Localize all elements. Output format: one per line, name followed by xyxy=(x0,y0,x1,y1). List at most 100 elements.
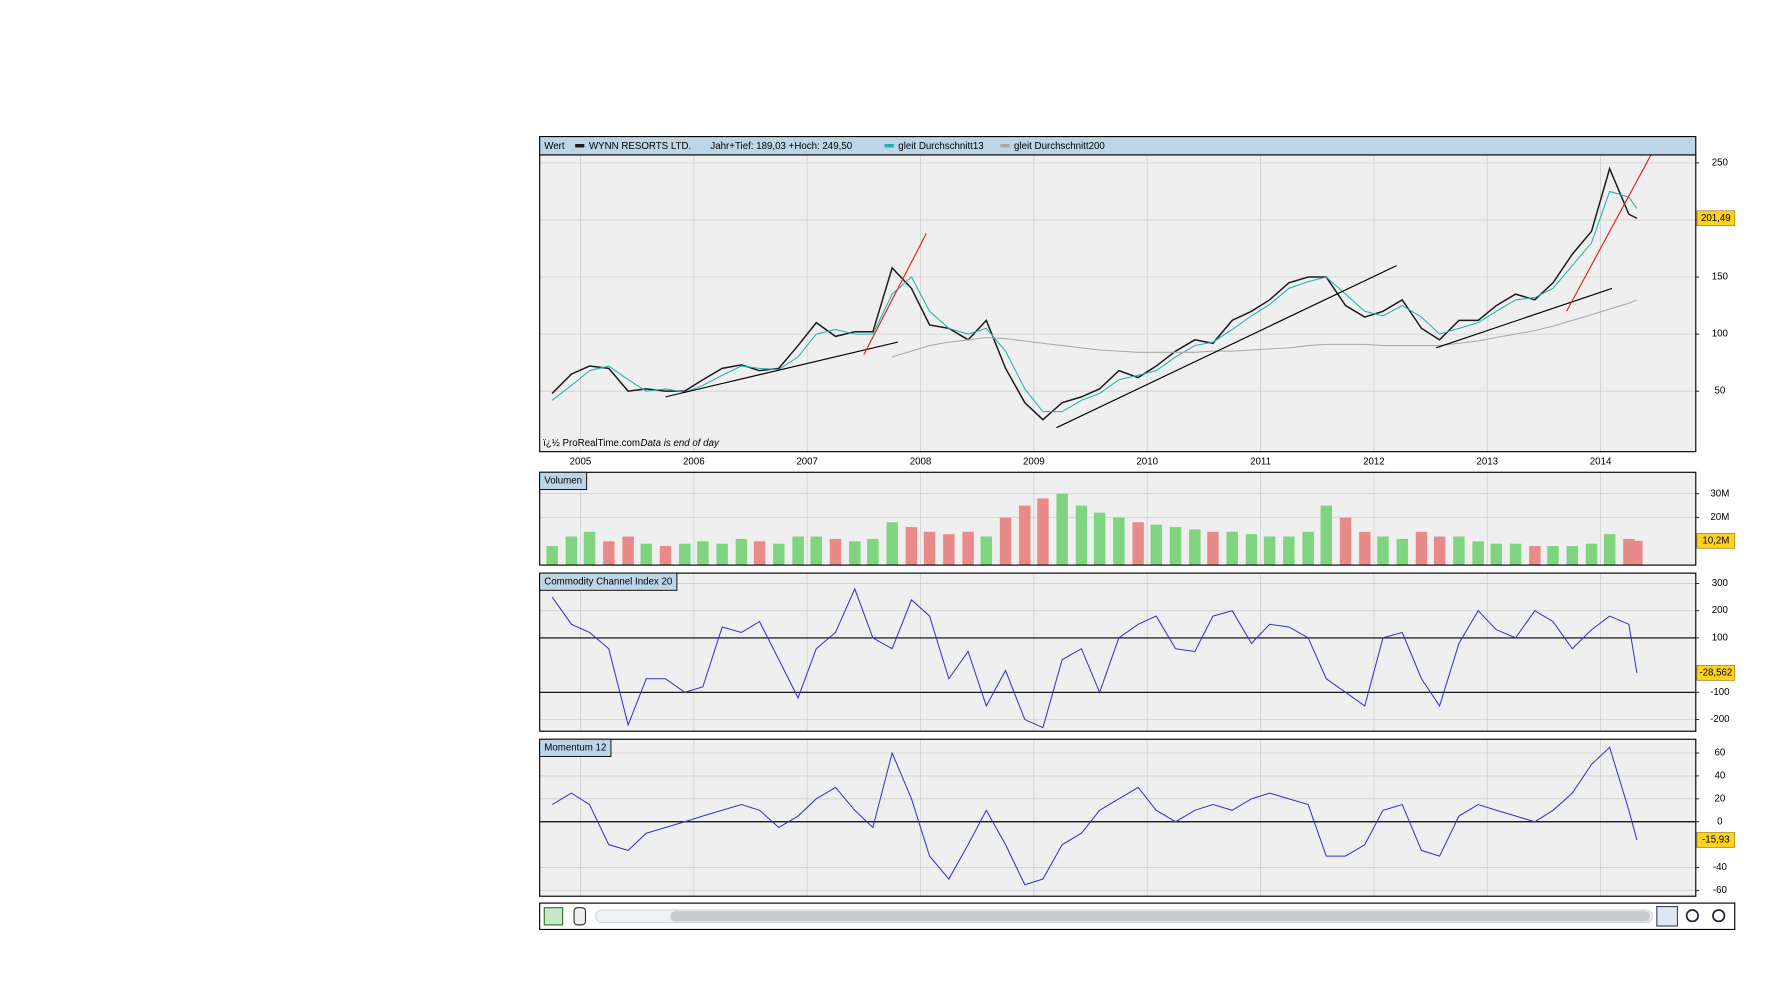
panel-subtitle: Jahr+Tief: 189,03 +Hoch: 249,50 xyxy=(710,141,852,152)
legend-swatch xyxy=(884,144,894,148)
x-tick-label: 2009 xyxy=(1023,457,1045,468)
volume-bar xyxy=(1019,505,1031,566)
volume-bar xyxy=(640,543,652,566)
x-tick-label: 2008 xyxy=(910,457,932,468)
x-tick-label: 2011 xyxy=(1250,457,1271,468)
panel-title-box xyxy=(539,572,678,591)
volume-bar xyxy=(1472,541,1484,566)
toolbar xyxy=(539,902,1736,931)
volume-bar xyxy=(1302,531,1314,566)
panel-background xyxy=(539,573,1696,732)
volume-bar xyxy=(980,536,992,566)
volume-bar xyxy=(792,536,804,566)
footnote: ï¿½ ProRealTime.com xyxy=(543,438,640,449)
volume-bar xyxy=(1226,531,1238,566)
volume-bar xyxy=(1433,536,1446,566)
last-value-label: 201,49 xyxy=(1701,213,1731,224)
y-tick-label: 100 xyxy=(1712,329,1729,340)
x-tick-label: 2013 xyxy=(1476,457,1498,468)
legend-label: WYNN RESORTS LTD. xyxy=(589,141,691,152)
series-line xyxy=(551,587,1638,729)
legend-label: gleit Durchschnitt13 xyxy=(898,141,983,152)
volume-bar xyxy=(1150,524,1163,566)
y-tick-label: 0 xyxy=(1717,816,1723,827)
volume-bar xyxy=(1490,543,1503,566)
y-tick-label: -100 xyxy=(1710,687,1730,698)
y-tick-label: 60 xyxy=(1714,748,1725,759)
last-value-box xyxy=(1696,832,1736,848)
panel-title-box xyxy=(539,738,612,757)
volume-bar xyxy=(1377,536,1389,566)
x-tick-label: 2007 xyxy=(796,457,818,468)
volume-bar xyxy=(923,531,936,566)
volume-bar xyxy=(1509,543,1522,566)
volume-bar xyxy=(886,522,898,566)
last-value-label: 10,2M xyxy=(1702,535,1729,546)
y-tick-label: 20 xyxy=(1714,793,1725,804)
series-line xyxy=(891,299,1638,358)
series-line xyxy=(551,746,1638,886)
trend-line xyxy=(1566,153,1653,312)
y-tick-label: -200 xyxy=(1710,714,1730,725)
panel-title: Volumen xyxy=(544,475,582,486)
last-value-box xyxy=(1696,533,1736,549)
volume-bar xyxy=(546,546,558,566)
volume-bar xyxy=(829,538,842,566)
volume-bar xyxy=(999,517,1012,566)
volume-bar xyxy=(810,536,822,566)
volume-bar xyxy=(1037,498,1049,566)
volume-bar xyxy=(1245,534,1258,566)
last-value-box xyxy=(1696,665,1736,681)
legend-swatch xyxy=(1000,144,1010,148)
series-line xyxy=(551,190,1638,413)
volume-bar xyxy=(583,531,596,566)
y-tick-label: 30M xyxy=(1710,488,1729,499)
volume-bar xyxy=(1207,531,1219,566)
volume-bar xyxy=(1339,517,1352,566)
volume-bar xyxy=(1263,536,1276,566)
last-value-label: -28,562 xyxy=(1699,667,1732,678)
volume-bar xyxy=(1283,536,1295,566)
y-tick-label: 20M xyxy=(1710,512,1729,523)
x-tick-label: 2005 xyxy=(570,457,592,468)
volume-bar xyxy=(1547,546,1559,566)
chart-icon[interactable] xyxy=(543,907,564,926)
volume-bar xyxy=(849,541,861,566)
panel-frame xyxy=(539,572,1697,732)
volume-bar xyxy=(603,541,615,566)
scrollbar-thumb[interactable] xyxy=(670,911,1650,922)
legend-swatch xyxy=(575,144,585,148)
trend-line xyxy=(1436,287,1613,349)
volume-bar xyxy=(1623,538,1635,566)
panel-title: Momentum 12 xyxy=(544,742,606,753)
y-tick-label: -60 xyxy=(1713,885,1728,896)
volume-bar xyxy=(1189,529,1201,566)
indicator-icon[interactable] xyxy=(573,907,587,926)
x-tick-label: 2014 xyxy=(1590,457,1612,468)
trend-line xyxy=(863,233,927,355)
volume-bar xyxy=(1631,540,1643,566)
volume-bar xyxy=(622,536,634,566)
x-tick-label: 2012 xyxy=(1363,457,1385,468)
volume-bar xyxy=(1320,505,1333,566)
y-tick-label: 200 xyxy=(1712,605,1729,616)
zoom-select-button[interactable] xyxy=(1656,905,1679,927)
panel-title-box xyxy=(539,471,588,490)
volume-bar xyxy=(1075,505,1088,566)
volume-bar xyxy=(1056,493,1068,566)
volume-bar xyxy=(1169,527,1182,566)
footnote: Data is end of day xyxy=(641,438,720,449)
zoom-out-button[interactable] xyxy=(1685,909,1699,923)
trend-line xyxy=(1056,265,1397,429)
volume-bar xyxy=(1093,512,1106,566)
legend-label: gleit Durchschnitt200 xyxy=(1014,141,1105,152)
last-value-label: -15,93 xyxy=(1702,835,1730,846)
volume-bar xyxy=(1359,531,1371,566)
zoom-in-button[interactable] xyxy=(1712,909,1726,923)
volume-bar xyxy=(962,531,974,566)
volume-bar xyxy=(659,546,672,566)
panel-background xyxy=(539,739,1696,897)
volume-bar xyxy=(905,527,918,566)
volume-bar xyxy=(1132,522,1144,566)
